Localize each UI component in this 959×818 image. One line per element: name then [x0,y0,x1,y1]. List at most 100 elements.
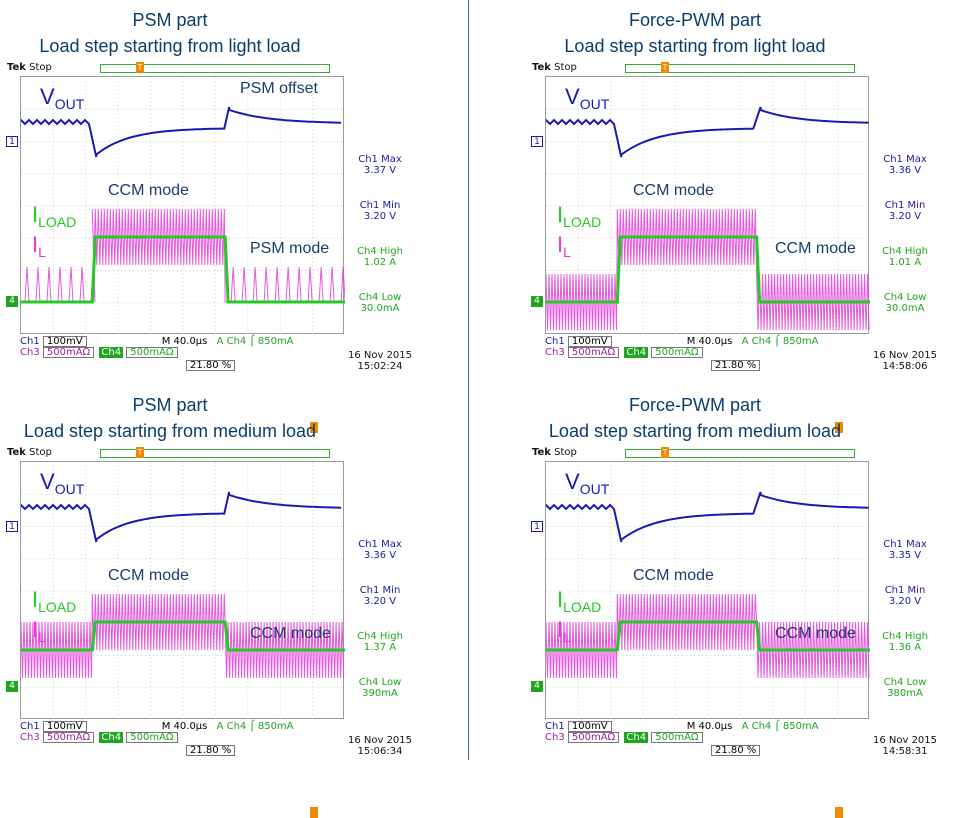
trigger-marker-icon: T [136,447,144,458]
ch4-ground-marker: 4 [531,296,543,307]
vout-trace [546,106,869,158]
trigger-position-bar [100,64,330,73]
trigger-position: 21.80 % [711,360,761,371]
ch1-scale: 100mV [567,336,612,347]
scope-panel-fpwm-medium: Force-PWM part Load step starting from m… [525,385,959,818]
timebase: M 40.0µs [161,336,208,347]
ch1-max-measure: Ch1 Max 3.37 V [358,154,402,176]
panel-subtitle: Load step starting from light load [39,36,301,56]
il-label: IL [32,232,46,260]
timebase: M 40.0µs [686,721,733,732]
mode-bottom-label: PSM mode [250,240,330,257]
scope-screen [545,76,870,335]
iload-trace [546,235,870,304]
ch4-low-measure: Ch4 Low 390mA [358,677,402,699]
trigger-position-bar [100,449,330,458]
ch4-high-measure: Ch4 High 1.37 A [357,631,403,653]
trigger-pos-icon [310,807,318,818]
mode-top-label: CCM mode [108,567,189,584]
mode-bottom-label: CCM mode [775,240,856,257]
scope-status-row-3: 21.80 % [545,360,875,433]
ch4-low-measure: Ch4 Low 380mA [883,677,927,699]
ch4-ground-marker: 4 [6,681,18,692]
il-label: IL [32,617,46,645]
ch1-ground-marker: 1 [531,136,543,147]
capture-timestamp: 16 Nov 2015 14:58:06 [872,350,938,372]
vout-label: VOUT [565,84,610,112]
iload-label: ILOAD [557,587,602,615]
trigger-setting: A Ch4 ⌠ 850mA [216,336,294,347]
il-label: IL [557,232,571,260]
ch4-scale: 500mAΩ [126,347,178,358]
waveform-svg [546,462,870,720]
ch3-scale: 500mAΩ [42,732,95,743]
panel-divider [468,0,469,760]
trigger-marker-icon: T [661,62,669,73]
ch4-low-measure: Ch4 Low 30.0mA [358,292,402,314]
iload-label: ILOAD [557,202,602,230]
ch1-max-measure: Ch1 Max 3.36 V [358,539,402,561]
ch1-min-measure: Ch1 Min 3.20 V [884,585,926,607]
trigger-marker-icon: T [661,447,669,458]
scope-state: Stop [29,62,52,73]
trigger-position: 21.80 % [186,360,236,371]
mode-top-label: CCM mode [633,182,714,199]
ch3-scale: 500mAΩ [42,347,95,358]
ch1-ground-marker: 1 [6,521,18,532]
panel-subtitle: Load step starting from medium load [548,421,842,441]
waveform-svg [21,77,345,335]
panel-title: Force-PWM part [628,10,761,30]
trigger-position: 21.80 % [711,745,761,756]
ch1-scale: 100mV [567,721,612,732]
scope-state: Stop [554,447,577,458]
scope-status-row-2: Ch3 500mAΩ Ch4 500mAΩ [545,732,875,743]
vout-label: VOUT [40,469,85,497]
mode-top-label: CCM mode [108,182,189,199]
scope-status: Tek Stop [532,447,577,458]
scope-status-row-3: 21.80 % [20,360,350,433]
scope-status: Tek Stop [532,62,577,73]
scope-status-row-1: Ch1 100mV M 40.0µs A Ch4 ⌠ 850mA [545,721,819,732]
ch1-scale: 100mV [42,336,87,347]
capture-timestamp: 16 Nov 2015 15:02:24 [347,350,413,372]
scope-status-row-1: Ch1 100mV M 40.0µs A Ch4 ⌠ 850mA [20,721,294,732]
ch4-scale: 500mAΩ [651,347,703,358]
scope-status-row-1: Ch1 100mV M 40.0µs A Ch4 ⌠ 850mA [20,336,294,347]
scope-status-row-2: Ch3 500mAΩ Ch4 500mAΩ [20,732,350,743]
scope-status-row-3: 21.80 % [20,745,350,818]
mode-bottom-label: CCM mode [775,625,856,642]
panel-subtitle: Load step starting from light load [564,36,826,56]
vout-label: VOUT [40,84,85,112]
ch1-min-measure: Ch1 Min 3.20 V [884,200,926,222]
panel-title: PSM part [132,10,208,30]
ch4-low-measure: Ch4 Low 30.0mA [883,292,927,314]
trigger-setting: A Ch4 ⌠ 850mA [741,721,819,732]
trigger-setting: A Ch4 ⌠ 850mA [741,336,819,347]
panel-subtitle: Load step starting from medium load [23,421,317,441]
ch3-scale: 500mAΩ [567,347,620,358]
scope-status: Tek Stop [7,447,52,458]
scope-status-row-1: Ch1 100mV M 40.0µs A Ch4 ⌠ 850mA [545,336,819,347]
scope-status-row-2: Ch3 500mAΩ Ch4 500mAΩ [20,347,350,358]
scope-state: Stop [29,447,52,458]
ch1-ground-marker: 1 [531,521,543,532]
panel-title: Force-PWM part [628,395,761,415]
vout-trace [21,491,342,543]
trigger-pos-icon [835,422,843,433]
iload-trace [21,620,345,652]
vout-trace [21,106,342,158]
capture-timestamp: 16 Nov 2015 15:06:34 [347,735,413,757]
ch1-min-measure: Ch1 Min 3.20 V [359,200,401,222]
ch4-ground-marker: 4 [6,296,18,307]
trigger-position: 21.80 % [186,745,236,756]
il-label: IL [557,617,571,645]
vout-trace [546,491,869,543]
iload-label: ILOAD [32,202,77,230]
scope-status-row-2: Ch3 500mAΩ Ch4 500mAΩ [545,347,875,358]
timebase: M 40.0µs [161,721,208,732]
ch4-high-measure: Ch4 High 1.36 A [882,631,928,653]
ch1-max-measure: Ch1 Max 3.36 V [883,154,927,176]
ch4-scale: 500mAΩ [126,732,178,743]
trigger-pos-icon [310,422,318,433]
iload-label: ILOAD [32,587,77,615]
